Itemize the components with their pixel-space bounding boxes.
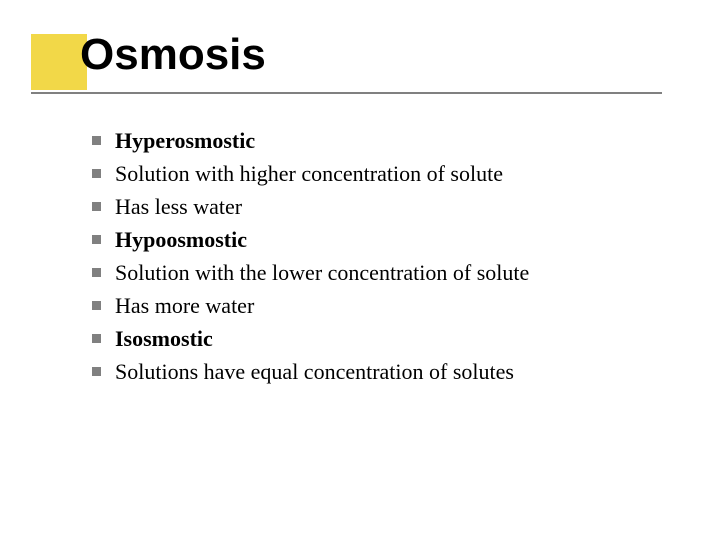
bullet-item: Isosmostic (115, 322, 529, 355)
bullet-square-icon (92, 235, 101, 244)
bullet-item: Solutions have equal concentration of so… (115, 355, 529, 388)
bullet-square-icon (92, 136, 101, 145)
bullet-square-icon (92, 367, 101, 376)
slide-title: Osmosis (80, 30, 266, 80)
bullet-item: Hypoosmostic (115, 223, 529, 256)
bullet-list: HyperosmosticSolution with higher concen… (115, 124, 529, 388)
bullet-square-icon (92, 268, 101, 277)
bullet-square-icon (92, 334, 101, 343)
slide: Osmosis HyperosmosticSolution with highe… (0, 0, 720, 540)
bullet-square-icon (92, 169, 101, 178)
title-underline (31, 92, 662, 94)
bullet-square-icon (92, 301, 101, 310)
bullet-item: Solution with the lower concentration of… (115, 256, 529, 289)
bullet-item: Has more water (115, 289, 529, 322)
bullet-item: Has less water (115, 190, 529, 223)
bullet-item: Hyperosmostic (115, 124, 529, 157)
bullet-item: Solution with higher concentration of so… (115, 157, 529, 190)
bullet-square-icon (92, 202, 101, 211)
title-accent-box (31, 34, 87, 90)
